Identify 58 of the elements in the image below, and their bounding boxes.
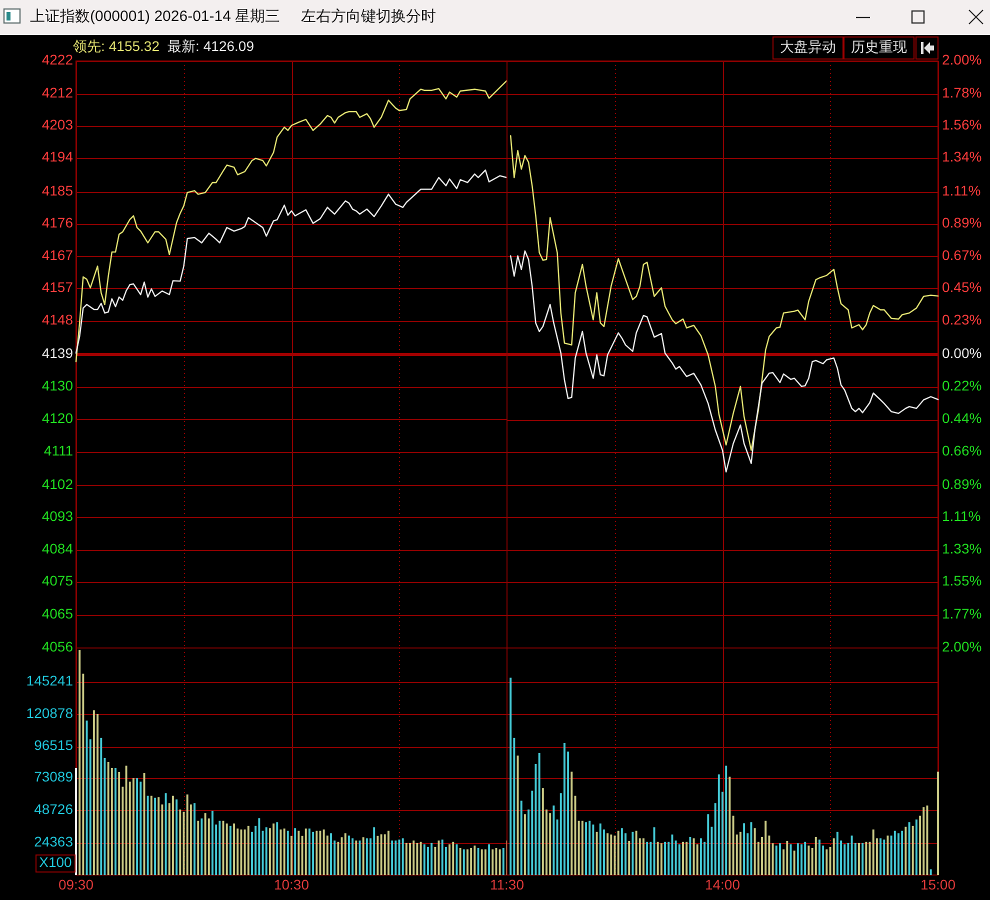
y-tick-label: 4176 (42, 214, 74, 231)
y2-tick-label: 1.77% (942, 605, 982, 622)
y-tick-label: 4120 (42, 410, 74, 426)
y2-tick-label: 0.89% (942, 476, 982, 492)
y-tick-label: 73089 (34, 768, 74, 784)
y2-tick-label: 0.22% (942, 377, 982, 394)
y-tick-label: 4222 (42, 52, 74, 68)
y2-tick-label: 0.23% (942, 311, 982, 328)
x-tick-label: 10:30 (274, 876, 310, 893)
y2-tick-label: 1.34% (942, 148, 982, 165)
y-tick-label: 4194 (42, 148, 74, 165)
x-tick-label: 11:30 (490, 876, 524, 893)
y2-tick-label: 1.56% (942, 116, 982, 132)
y2-tick-label: 0.00% (942, 345, 982, 362)
y2-tick-label: 0.67% (942, 246, 982, 263)
y-tick-label: 4102 (42, 476, 74, 492)
text: 历史重现 (851, 38, 907, 55)
y-tick-label: 4130 (42, 377, 74, 394)
y-tick-label: 4203 (42, 116, 74, 132)
y-tick-label: 4065 (42, 605, 74, 622)
chart-title: 上证指数(000001) 2026-01-14 星期三 (30, 8, 280, 25)
y2-tick-label: 0.89% (942, 214, 982, 231)
y-tick-label: 145241 (26, 672, 74, 688)
y-tick-label: 48726 (34, 800, 74, 817)
y-tick-label: 4157 (42, 279, 74, 296)
y-axis-title: X100 (39, 854, 72, 870)
y-tick-label: 4185 (42, 182, 74, 198)
y-tick-label: 4111 (44, 442, 74, 458)
y2-tick-label: 1.33% (942, 540, 982, 556)
text: 领先: (73, 38, 105, 54)
y-tick-label: 4075 (42, 572, 74, 589)
y2-tick-label: 1.55% (942, 572, 982, 589)
y-tick-label: 4093 (42, 508, 74, 524)
text: 4126.09 (203, 38, 254, 54)
text: 最新: (168, 38, 200, 54)
y-tick-label: 4139 (42, 345, 74, 362)
y2-tick-label: 0.45% (942, 279, 982, 296)
y2-tick-label: 0.44% (942, 410, 982, 426)
y-tick-label: 4212 (42, 84, 74, 100)
chart-subtitle: 左右方向键切换分时 (301, 8, 436, 25)
y-tick-label: 4056 (42, 638, 74, 655)
y2-tick-label: 2.00% (942, 52, 982, 68)
y2-tick-label: 2.00% (942, 638, 982, 655)
x-tick-label: 14:00 (704, 876, 740, 893)
text: 大盘异动 (780, 38, 836, 55)
x-tick-label: 09:30 (58, 876, 94, 893)
y2-tick-label: 1.11% (942, 508, 981, 524)
x-tick-label: 15:00 (920, 876, 956, 893)
y2-tick-label: 0.66% (942, 442, 982, 458)
y2-tick-label: 1.78% (942, 84, 982, 100)
y-tick-label: 96515 (34, 737, 74, 754)
y2-tick-label: 1.11% (942, 182, 981, 198)
y-tick-label: 24363 (34, 833, 74, 850)
y-tick-label: 4167 (42, 246, 74, 263)
y-tick-label: 4148 (42, 311, 74, 328)
y-tick-label: 120878 (26, 704, 74, 721)
text: 4155.32 (108, 38, 160, 54)
y-tick-label: 4084 (42, 540, 74, 556)
